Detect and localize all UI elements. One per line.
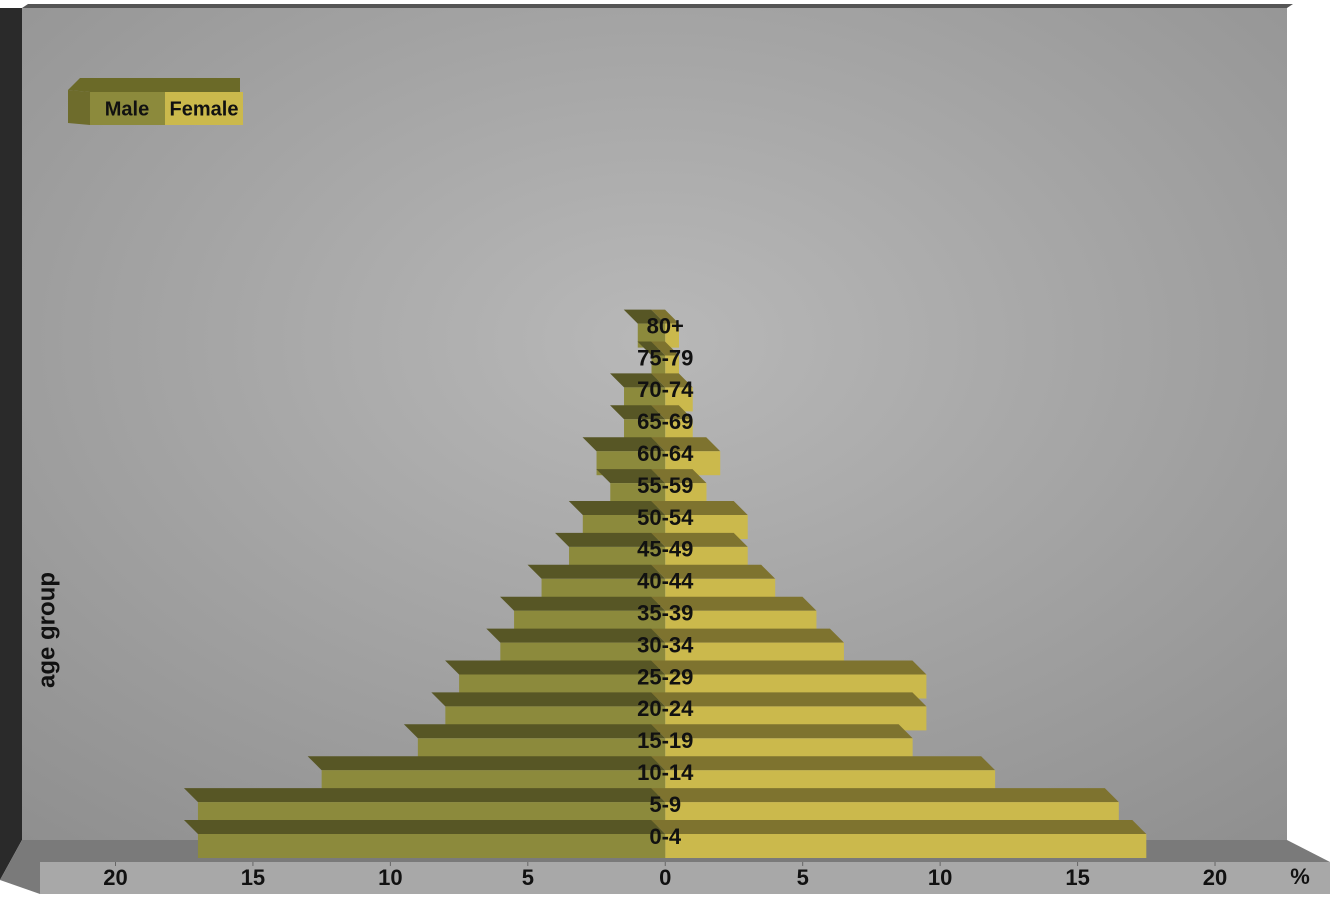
bar-top [651,437,721,452]
x-tick-label: 20 [103,865,127,890]
y-tick-label: 35-39 [637,601,693,626]
top-edge [22,4,1293,8]
legend: Male Female [68,78,243,125]
bar-top [637,341,666,356]
bar-top [651,628,844,643]
y-axis-label: age group [33,572,60,688]
y-tick-label: 45-49 [637,537,693,562]
y-tick-label: 75-79 [637,345,693,370]
y-tick-label: 5-9 [649,792,681,817]
y-tick-label: 80+ [647,313,684,338]
bar-top [651,692,927,707]
legend-side [68,90,90,125]
bar-top [651,660,927,675]
bar-top [596,469,666,484]
legend-swatch [90,92,165,125]
bar-top [651,341,679,356]
bar-top [651,309,679,324]
bar [197,834,666,858]
bar-top [651,373,693,388]
x-tick-label: 10 [378,865,402,890]
legend-swatch [165,92,243,125]
bar-top [183,820,666,834]
y-tick-label: 15-19 [637,728,693,753]
bar-top [486,628,666,643]
bar-top [403,724,666,739]
y-tick-label: 60-64 [637,441,694,466]
bar-top [183,788,666,803]
bar-top [610,405,666,420]
y-tick-label: 25-29 [637,664,693,689]
left-wall [0,8,22,880]
x-tick-label: 5 [522,865,534,890]
bar-top [651,564,776,579]
bar [665,323,679,348]
x-tick-label: 0 [659,865,671,890]
bar-top [651,756,996,771]
y-tick-label: 20-24 [637,696,694,721]
x-tick-label: 20 [1203,865,1227,890]
y-tick-label: 55-59 [637,473,693,498]
bar-top [431,692,666,707]
bar-top [651,820,1147,834]
y-tick-label: 0-4 [649,824,682,849]
bar-top [651,788,1119,803]
bar-top [651,501,748,515]
x-tick-label: 5 [797,865,809,890]
bar-top [610,373,666,388]
x-axis-band [40,862,1330,894]
x-tick-label: 15 [1065,865,1089,890]
y-tick-label: 10-14 [637,760,694,785]
y-tick-label: 50-54 [637,505,694,530]
bar-top [568,501,666,515]
bar-top [527,564,666,579]
bar-top [651,469,707,484]
bar-top [651,596,817,611]
bar-top [651,405,693,420]
legend-label: Male [105,98,149,120]
bar-top [500,596,666,611]
bar-top [582,437,666,452]
legend-label: Female [170,98,239,120]
x-tick-label: 10 [928,865,952,890]
x-unit: % [1290,864,1310,889]
bar-top [445,660,666,675]
bar-top [651,724,913,739]
y-tick-label: 65-69 [637,409,693,434]
y-tick-label: 30-34 [637,632,694,657]
legend-top [68,78,240,92]
y-tick-label: 40-44 [637,569,694,594]
bar-top [555,532,666,547]
bar-top [307,756,666,771]
bar-top [651,532,748,547]
bar [665,834,1147,858]
x-tick-label: 15 [241,865,265,890]
bar-top [623,309,666,324]
y-tick-label: 70-74 [637,377,694,402]
